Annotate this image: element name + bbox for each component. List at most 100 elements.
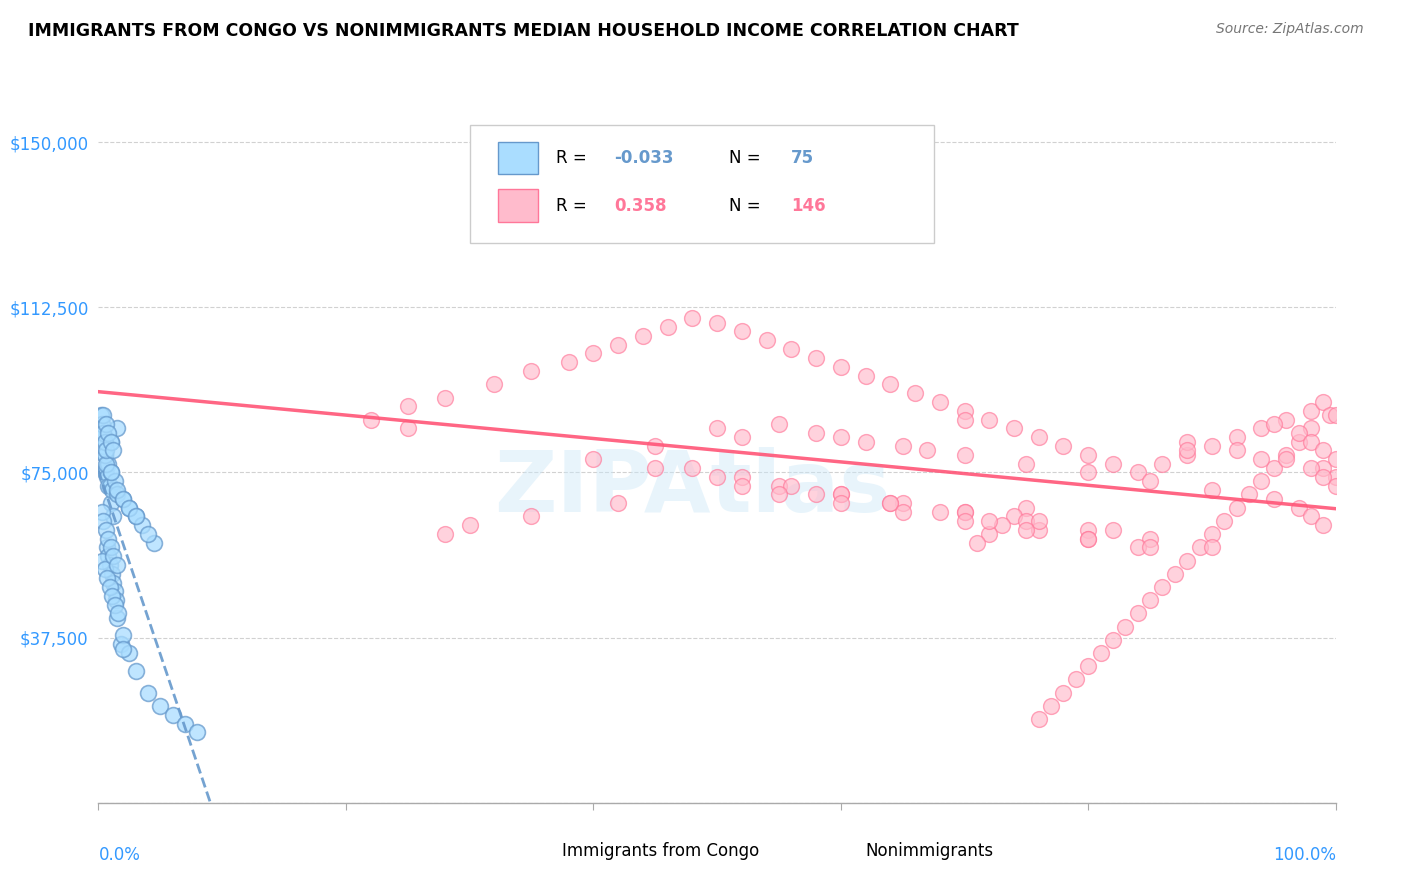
Point: [953, 505, 976, 519]
Point: [1201, 483, 1223, 497]
Point: [149, 698, 172, 713]
Point: [118, 500, 141, 515]
Point: [1015, 523, 1038, 537]
Point: [891, 439, 914, 453]
Point: [1002, 421, 1025, 435]
Point: [112, 491, 135, 506]
Text: R =: R =: [557, 150, 592, 168]
Point: [1312, 395, 1334, 409]
Point: [1077, 532, 1099, 546]
Point: [1324, 452, 1347, 467]
Text: -0.033: -0.033: [614, 150, 673, 168]
Point: [953, 412, 976, 426]
Point: [91, 417, 114, 431]
Point: [1114, 619, 1136, 633]
Point: [830, 487, 852, 501]
Point: [1299, 509, 1322, 524]
Point: [93, 425, 115, 440]
Point: [94, 417, 117, 431]
Point: [105, 611, 128, 625]
Point: [1077, 523, 1099, 537]
Point: [1288, 425, 1310, 440]
Point: [1139, 532, 1161, 546]
Point: [90, 408, 112, 422]
Point: [631, 329, 654, 343]
Point: [1028, 712, 1050, 726]
Point: [162, 707, 184, 722]
Point: [1324, 478, 1347, 492]
Text: Source: ZipAtlas.com: Source: ZipAtlas.com: [1216, 22, 1364, 37]
Point: [118, 646, 141, 660]
Point: [1299, 403, 1322, 417]
Point: [520, 509, 543, 524]
Point: [966, 536, 988, 550]
Point: [1139, 475, 1161, 489]
Point: [891, 496, 914, 510]
Point: [1015, 514, 1038, 528]
Point: [830, 359, 852, 374]
Point: [1152, 580, 1174, 594]
Point: [1299, 461, 1322, 475]
Point: [979, 412, 1001, 426]
Point: [1288, 500, 1310, 515]
Point: [1263, 491, 1285, 506]
Point: [105, 483, 128, 497]
Point: [1015, 500, 1038, 515]
Point: [91, 505, 114, 519]
Point: [131, 518, 153, 533]
Point: [458, 518, 481, 533]
Point: [433, 391, 456, 405]
Point: [484, 377, 506, 392]
Point: [953, 514, 976, 528]
Point: [90, 421, 112, 435]
Point: [917, 443, 939, 458]
Point: [100, 541, 122, 555]
Point: [1263, 417, 1285, 431]
Point: [103, 598, 125, 612]
Point: [1213, 514, 1236, 528]
Point: [1139, 593, 1161, 607]
Point: [953, 448, 976, 462]
Text: N =: N =: [730, 196, 766, 214]
Point: [112, 641, 135, 656]
Point: [97, 478, 120, 492]
Point: [174, 716, 197, 731]
Point: [186, 725, 208, 739]
Point: [1126, 541, 1149, 555]
Point: [1090, 646, 1112, 660]
Point: [93, 430, 115, 444]
Point: [103, 575, 125, 590]
Point: [1102, 457, 1125, 471]
Point: [93, 439, 115, 453]
Point: [1028, 430, 1050, 444]
Point: [681, 311, 703, 326]
Point: [904, 386, 927, 401]
Bar: [498, 189, 537, 221]
Point: [1250, 452, 1272, 467]
Point: [1319, 408, 1341, 422]
Point: [94, 523, 117, 537]
Point: [97, 425, 120, 440]
Text: 75: 75: [792, 150, 814, 168]
Point: [100, 466, 122, 480]
Point: [94, 461, 117, 475]
Point: [103, 509, 125, 524]
Point: [979, 514, 1001, 528]
Text: 100.0%: 100.0%: [1272, 846, 1336, 863]
Text: R =: R =: [557, 196, 592, 214]
Point: [644, 461, 666, 475]
Point: [1324, 408, 1347, 422]
Point: [953, 505, 976, 519]
Point: [681, 461, 703, 475]
Point: [557, 355, 579, 369]
Point: [755, 333, 778, 347]
Point: [1126, 607, 1149, 621]
Bar: [498, 143, 537, 175]
Point: [1052, 686, 1074, 700]
Point: [1175, 553, 1198, 567]
Point: [98, 478, 121, 492]
Point: [855, 434, 877, 449]
Point: [1226, 430, 1249, 444]
Point: [780, 342, 803, 356]
Point: [582, 346, 605, 360]
